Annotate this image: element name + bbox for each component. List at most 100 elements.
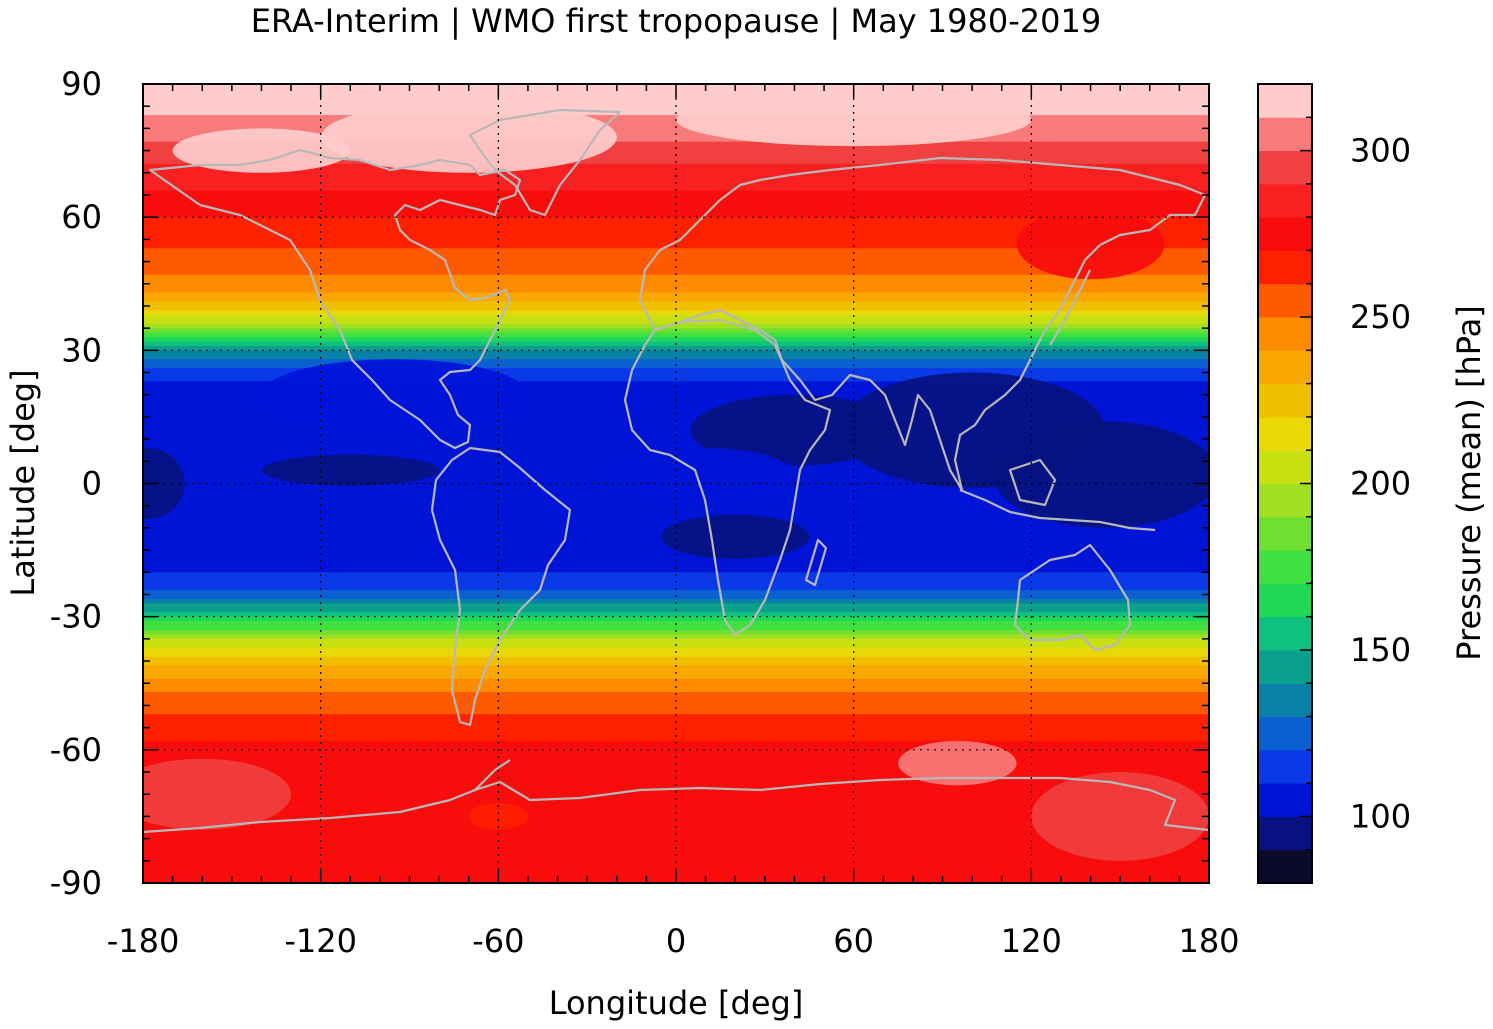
pressure-band <box>143 732 1209 738</box>
pressure-band <box>143 674 1209 680</box>
pressure-band <box>143 141 1209 147</box>
pressure-band <box>143 372 1209 378</box>
coastline-indonesia <box>959 488 1156 532</box>
pressure-band <box>143 234 1209 240</box>
pressure-band <box>143 514 1209 520</box>
colorbar-swatch <box>1258 516 1312 551</box>
pressure-band <box>143 598 1209 604</box>
pressure-band <box>143 612 1209 618</box>
pressure-feature <box>143 758 292 830</box>
pressure-band <box>143 554 1209 560</box>
coastline-south-america <box>430 446 572 727</box>
pressure-band <box>143 252 1209 258</box>
coastlines <box>143 108 1209 834</box>
colorbar-swatch <box>1258 450 1312 484</box>
pressure-band <box>143 270 1209 276</box>
colorbar-swatch <box>1258 117 1312 152</box>
y-tick-label: -60 <box>50 731 102 769</box>
pressure-band <box>143 856 1209 862</box>
colorbar-swatch <box>1258 849 1312 884</box>
coastline-greenland <box>468 108 622 217</box>
coastline-madagascar <box>804 538 828 587</box>
pressure-band <box>143 758 1209 764</box>
x-tick-label: -120 <box>284 922 357 960</box>
coastline-antarctic-peninsula <box>474 759 511 791</box>
y-axis: 90 60 30 0 -30 -60 -90 <box>50 65 1209 902</box>
colorbar-swatch <box>1258 583 1312 618</box>
colorbar-swatch <box>1258 550 1312 584</box>
pressure-band <box>143 811 1209 818</box>
pressure-band <box>143 190 1209 196</box>
colorbar-tick-label: 150 <box>1350 631 1411 669</box>
chart-title: ERA-Interim | WMO first tropopause | May… <box>251 2 1101 40</box>
pressure-band <box>143 421 1209 427</box>
pressure-band <box>143 163 1209 169</box>
colorbar <box>1258 84 1312 884</box>
pressure-band <box>143 865 1209 871</box>
colorbar-tick-label: 250 <box>1350 298 1411 336</box>
pressure-band <box>143 723 1209 729</box>
pressure-band <box>143 829 1209 835</box>
pressure-band <box>143 603 1209 609</box>
pressure-band <box>143 408 1209 414</box>
pressure-band <box>143 780 1209 786</box>
pressure-band <box>143 301 1209 307</box>
pressure-band <box>143 212 1209 218</box>
pressure-band <box>143 399 1209 405</box>
pressure-band <box>143 434 1209 440</box>
pressure-band <box>143 683 1209 689</box>
pressure-band <box>143 501 1209 507</box>
colorbar-swatch <box>1258 84 1312 118</box>
pressure-band <box>143 323 1209 329</box>
colorbar-tick-label: 200 <box>1350 465 1411 503</box>
pressure-band <box>143 714 1209 720</box>
pressure-band <box>143 816 1209 822</box>
colorbar-swatch <box>1258 616 1312 651</box>
pressure-band <box>143 199 1209 205</box>
colorbar-swatch <box>1258 217 1312 251</box>
pressure-band <box>143 128 1209 134</box>
colorbar-swatch <box>1258 649 1312 684</box>
pressure-feature <box>898 740 1017 786</box>
colorbar-tick-label: 300 <box>1350 132 1411 170</box>
pressure-band <box>143 430 1209 436</box>
x-tick-label: -180 <box>107 922 180 960</box>
pressure-band <box>143 625 1209 631</box>
pressure-band <box>143 132 1209 138</box>
pressure-band <box>143 745 1209 751</box>
pressure-feature <box>261 454 440 486</box>
y-tick-label: -90 <box>50 864 102 902</box>
pressure-feature <box>143 447 185 520</box>
colorbar-swatch <box>1258 683 1312 718</box>
y-tick-label: 60 <box>61 198 102 236</box>
pressure-band <box>143 727 1209 733</box>
pressure-band <box>143 319 1209 325</box>
pressure-feature <box>261 359 528 431</box>
pressure-band <box>143 186 1209 192</box>
pressure-band <box>143 368 1209 374</box>
coastline-antarctica <box>143 776 1209 834</box>
colorbar-swatch <box>1258 150 1312 185</box>
pressure-band <box>143 155 1209 161</box>
y-tick-label: 0 <box>82 465 102 503</box>
colorbar-swatch <box>1258 483 1312 518</box>
pressure-band <box>143 772 1209 778</box>
pressure-feature <box>1016 208 1165 280</box>
pressure-band <box>143 581 1209 587</box>
pressure-band <box>143 634 1209 640</box>
pressure-band <box>143 687 1209 693</box>
y-tick-label: 30 <box>61 331 102 369</box>
pressure-band <box>143 310 1209 316</box>
pressure-band <box>143 616 1209 622</box>
pressure-band <box>143 834 1209 840</box>
pressure-band <box>143 385 1209 391</box>
pressure-band <box>143 820 1209 826</box>
pressure-band <box>143 332 1209 338</box>
pressure-band <box>143 106 1209 112</box>
x-tick-label: 180 <box>1178 922 1239 960</box>
pressure-band <box>143 181 1209 187</box>
pressure-band <box>143 709 1209 715</box>
pressure-band <box>143 177 1209 183</box>
pressure-band <box>143 505 1209 511</box>
pressure-band <box>143 283 1209 289</box>
